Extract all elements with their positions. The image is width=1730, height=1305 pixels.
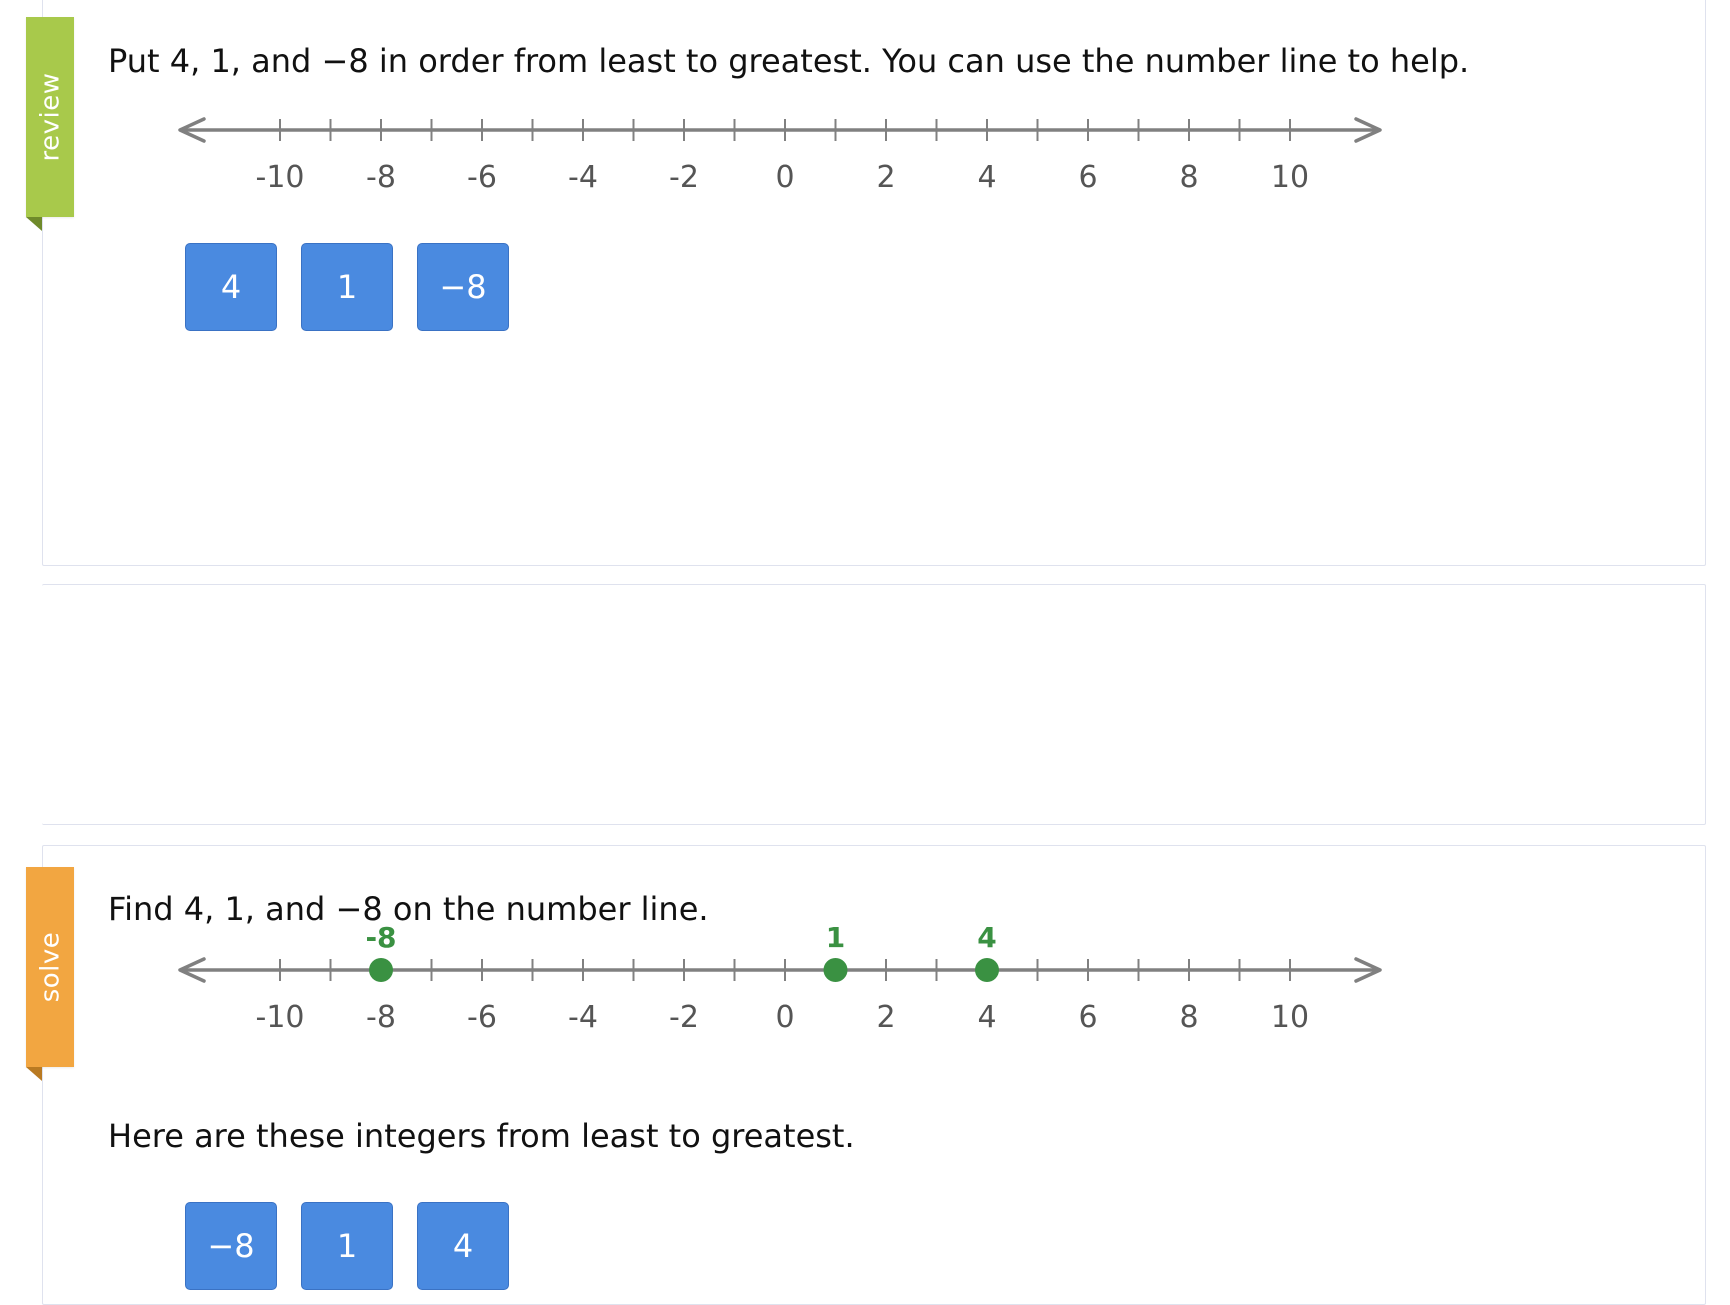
review-line-tick-label: 6	[1078, 160, 1097, 195]
solve-tag-fold	[26, 1067, 42, 1081]
review-line-tick-label: 4	[977, 160, 996, 195]
solve-line-tick-label: 2	[876, 1000, 895, 1035]
solve-tag: solve	[26, 867, 74, 1067]
review-prompt: Put 4, 1, and −8 in order from least to …	[108, 42, 1470, 80]
solve-line-left-arrow-icon	[178, 957, 206, 983]
review-line-tick-label: 2	[876, 160, 895, 195]
solve-line-tick-label: -8	[366, 1000, 396, 1035]
solve-tile-1: −8	[185, 1202, 277, 1290]
solve-line-tick-label: -10	[256, 1000, 305, 1035]
review-line-tick-label: 0	[775, 160, 794, 195]
solve-line-tick-label: 0	[775, 1000, 794, 1035]
review-line-right-arrow-icon	[1354, 117, 1382, 143]
review-tile-1[interactable]: 4	[185, 243, 277, 331]
review-line-tick-label: -4	[568, 160, 598, 195]
solve-tag-label: solve	[35, 931, 65, 1003]
solve-number-line: -10 -8 -6 -4 -2 0 2 4 6 8 10 -8 1 4	[178, 921, 1382, 1035]
review-line-tick-label: 8	[1179, 160, 1198, 195]
blank-panel	[42, 584, 1706, 825]
review-number-line: -10 -8 -6 -4 -2 0 2 4 6 8 10	[178, 117, 1382, 195]
review-line-tick-label: -2	[669, 160, 699, 195]
solve-line-point-label: 1	[826, 921, 845, 954]
solve-line-point	[823, 958, 848, 982]
solve-line-point	[975, 958, 999, 982]
solve-line-tick-label: 10	[1271, 1000, 1309, 1035]
solve-line-point	[369, 958, 393, 982]
review-line-tick-label: -6	[467, 160, 497, 195]
solve-line-tick-label: -4	[568, 1000, 598, 1035]
solve-line-tick-label: -6	[467, 1000, 497, 1035]
review-line-left-arrow-icon	[178, 117, 206, 143]
review-tag-label: review	[35, 72, 65, 162]
order-prompt: Here are these integers from least to gr…	[108, 1117, 855, 1155]
solve-line-point-label: -8	[365, 921, 396, 954]
review-line-tick-label: -10	[256, 160, 305, 195]
review-panel	[42, 0, 1706, 566]
solve-line-point-label: 4	[977, 921, 996, 954]
solve-line-tick-label: 8	[1179, 1000, 1198, 1035]
review-line-tick-label: -8	[366, 160, 396, 195]
solve-tile-2: 1	[301, 1202, 393, 1290]
review-tag: review	[26, 17, 74, 217]
solve-line-right-arrow-icon	[1354, 957, 1382, 983]
solve-line-tick-label: 6	[1078, 1000, 1097, 1035]
review-line-tick-label: 10	[1271, 160, 1309, 195]
review-tile-2[interactable]: 1	[301, 243, 393, 331]
review-tile-3[interactable]: −8	[417, 243, 509, 331]
solve-tile-3: 4	[417, 1202, 509, 1290]
review-tag-fold	[26, 217, 42, 231]
solve-line-tick-label: -2	[669, 1000, 699, 1035]
solve-line-tick-label: 4	[977, 1000, 996, 1035]
solve-prompt: Find 4, 1, and −8 on the number line.	[108, 890, 709, 928]
